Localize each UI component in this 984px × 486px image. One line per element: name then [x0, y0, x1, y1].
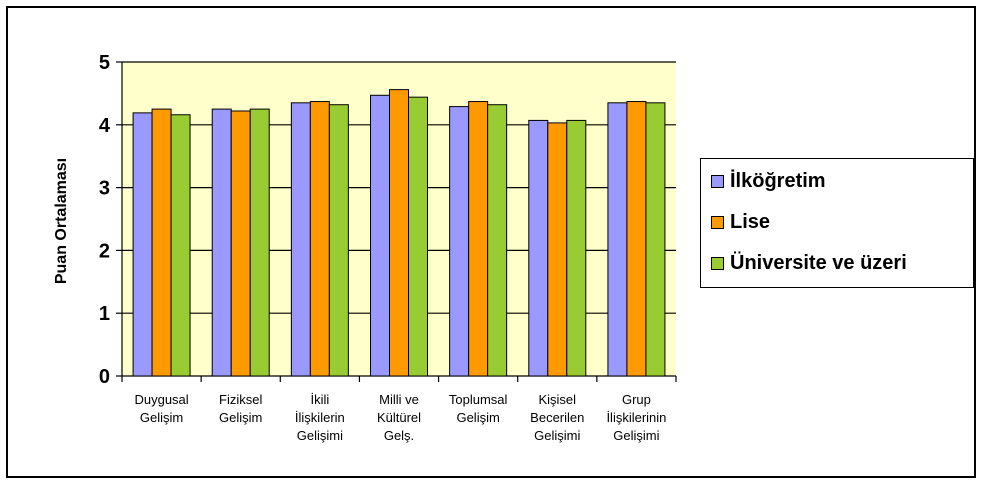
legend-label: İlköğretim [730, 169, 826, 192]
legend-swatch [711, 256, 724, 270]
legend-label: Üniversite ve üzeri [730, 251, 907, 274]
legend-item: Üniversite ve üzeri [711, 251, 907, 275]
bar-chart: 0 1 2 3 4 5 Duygusal Gelişim Fiziksel Gelişim İkil… [53, 52, 677, 443]
y-tick-label: 5 [99, 52, 110, 74]
bar [626, 101, 647, 377]
legend-swatch [711, 215, 724, 229]
bar [487, 104, 508, 377]
bar [370, 94, 390, 377]
legend-item: İlköğretim [711, 169, 826, 193]
x-tick-label: Grup İlişkilerinin Gelişimi [606, 392, 666, 443]
x-tick-label: Kişisel Becerilen Gelişimi [530, 392, 584, 443]
bar [468, 101, 489, 377]
legend: İlköğretim Lise Üniversite ve üzeri [700, 158, 974, 288]
x-tick-label: Milli ve Kültürel Gelş. [377, 392, 421, 443]
bar [309, 101, 330, 377]
bar [290, 102, 311, 377]
legend-item: Lise [711, 210, 770, 234]
y-tick-label: 0 [99, 366, 110, 388]
legend-swatch [711, 174, 724, 188]
bar [389, 89, 409, 377]
bar [211, 108, 232, 377]
legend-label: Lise [730, 210, 771, 233]
bar [528, 119, 549, 377]
chart-frame: 0 1 2 3 4 5 Duygusal Gelişim Fiziksel Gelişim İkil… [6, 6, 976, 478]
bar [607, 102, 628, 377]
y-axis-label: Puan Ortalaması [53, 158, 70, 284]
bar [408, 96, 428, 377]
y-tick-label: 1 [99, 303, 110, 325]
bar [249, 108, 270, 377]
bar [566, 119, 587, 377]
x-tick-label: İkili İlişkilerin Gelişimi [295, 392, 345, 443]
x-tick-label: Duygusal Gelişim [134, 392, 188, 425]
bar [151, 108, 172, 377]
bar [328, 104, 349, 377]
y-tick-label: 4 [99, 115, 111, 137]
bar [170, 114, 191, 377]
bar [230, 110, 251, 377]
x-tick-label: Toplumsal Gelişim [449, 392, 508, 425]
bar [547, 122, 568, 377]
bar [449, 106, 470, 377]
bar [132, 112, 153, 377]
x-tick-label: Fiziksel Gelişim [219, 392, 262, 425]
y-tick-label: 2 [99, 240, 110, 262]
y-tick-label: 3 [99, 178, 110, 200]
bar [645, 102, 666, 377]
